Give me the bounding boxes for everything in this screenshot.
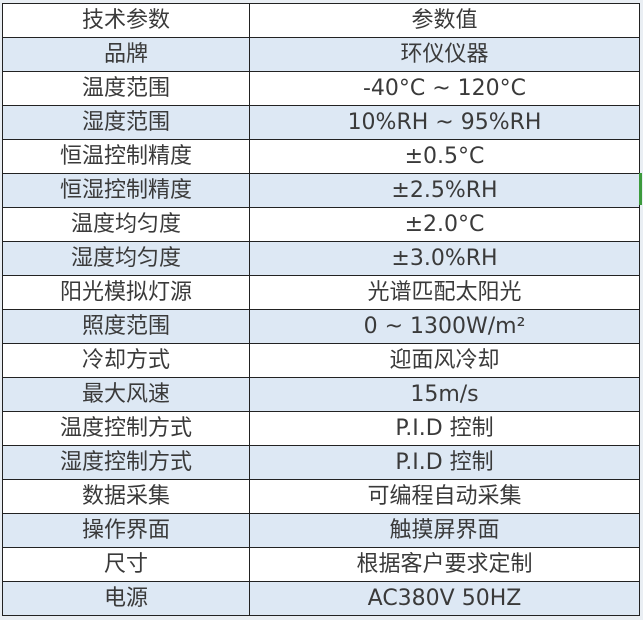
param-cell: 恒湿控制精度 [2, 173, 250, 208]
header-row: 技术参数 参数值 [2, 3, 640, 38]
value-cell: 迎面风冷却 [249, 343, 640, 378]
table-row: 温度均匀度 ±2.0°C [2, 207, 640, 242]
value-cell: AC380V 50HZ [249, 581, 640, 616]
param-cell: 阳光模拟灯源 [2, 275, 250, 310]
param-cell: 温度均匀度 [2, 207, 250, 242]
table-row: 最大风速 15m/s [2, 377, 640, 412]
table-row: 数据采集 可编程自动采集 [2, 479, 640, 514]
value-cell: 环仪仪器 [249, 37, 640, 72]
value-cell: P.I.D 控制 [249, 445, 640, 480]
value-cell: 光谱匹配太阳光 [249, 275, 640, 310]
value-cell: 10%RH ~ 95%RH [249, 105, 640, 140]
param-cell: 品牌 [2, 37, 250, 72]
table-row: 品牌 环仪仪器 [2, 37, 640, 72]
table-row: 电源 AC380V 50HZ [2, 581, 640, 616]
param-cell: 冷却方式 [2, 343, 250, 378]
param-cell: 最大风速 [2, 377, 250, 412]
param-cell: 照度范围 [2, 309, 250, 344]
value-cell: -40°C ~ 120°C [249, 71, 640, 106]
value-cell: 0 ~ 1300W/m² [249, 309, 640, 344]
param-cell: 湿度控制方式 [2, 445, 250, 480]
value-cell: ±2.5%RH [249, 173, 640, 208]
param-cell: 数据采集 [2, 479, 250, 514]
table-row: 恒温控制精度 ±0.5°C [2, 139, 640, 174]
table-row: 湿度范围 10%RH ~ 95%RH [2, 105, 640, 140]
table-row: 恒湿控制精度 ±2.5%RH [2, 173, 640, 208]
value-cell: 根据客户要求定制 [249, 547, 640, 582]
table-row: 冷却方式 迎面风冷却 [2, 343, 640, 378]
table-row: 温度控制方式 P.I.D 控制 [2, 411, 640, 446]
value-cell: 触摸屏界面 [249, 513, 640, 548]
value-cell: ±0.5°C [249, 139, 640, 174]
header-value: 参数值 [249, 3, 640, 38]
table-row: 温度范围 -40°C ~ 120°C [2, 71, 640, 106]
cell-selection-marker [639, 173, 642, 205]
table-row: 照度范围 0 ~ 1300W/m² [2, 309, 640, 344]
value-cell: 可编程自动采集 [249, 479, 640, 514]
param-cell: 电源 [2, 581, 250, 616]
param-cell: 湿度范围 [2, 105, 250, 140]
param-cell: 尺寸 [2, 547, 250, 582]
param-cell: 恒温控制精度 [2, 139, 250, 174]
param-cell: 操作界面 [2, 513, 250, 548]
param-cell: 温度控制方式 [2, 411, 250, 446]
param-cell: 温度范围 [2, 71, 250, 106]
table-row: 湿度控制方式 P.I.D 控制 [2, 445, 640, 480]
table-row: 湿度均匀度 ±3.0%RH [2, 241, 640, 276]
value-cell: ±3.0%RH [249, 241, 640, 276]
table-row: 尺寸 根据客户要求定制 [2, 547, 640, 582]
value-cell: P.I.D 控制 [249, 411, 640, 446]
table-row: 阳光模拟灯源 光谱匹配太阳光 [2, 275, 640, 310]
value-cell: ±2.0°C [249, 207, 640, 242]
spec-table: 技术参数 参数值 品牌 环仪仪器 温度范围 -40°C ~ 120°C 湿度范围 10%R… [2, 3, 640, 616]
param-cell: 湿度均匀度 [2, 241, 250, 276]
value-cell: 15m/s [249, 377, 640, 412]
header-param: 技术参数 [2, 3, 250, 38]
table-row: 操作界面 触摸屏界面 [2, 513, 640, 548]
